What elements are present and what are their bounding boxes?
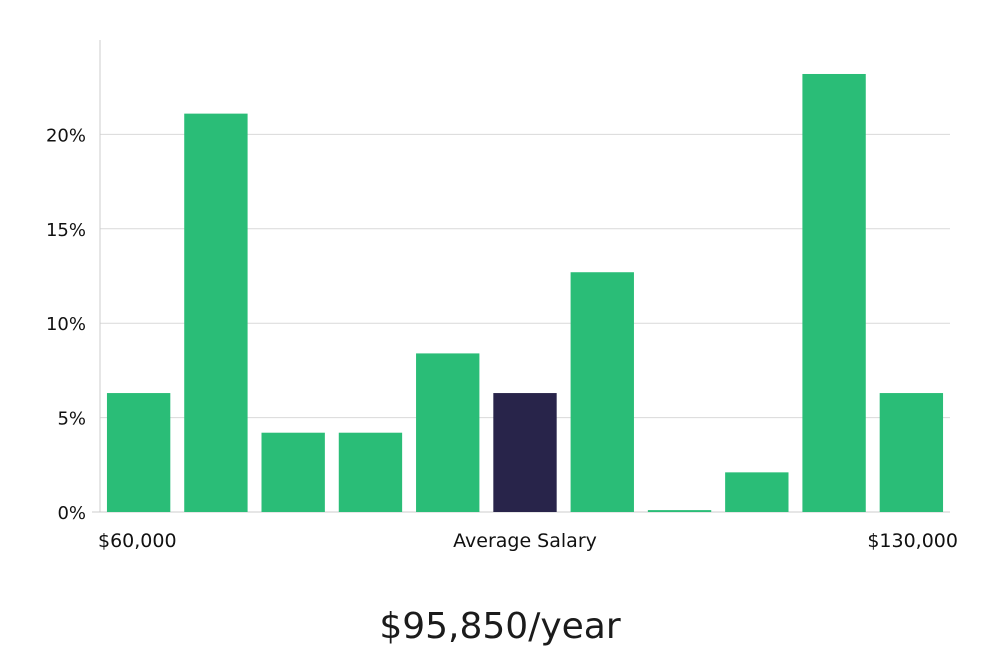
- bar: [802, 73, 866, 512]
- bar: [106, 393, 171, 512]
- bar: [725, 472, 789, 512]
- x-end-label: $130,000: [867, 530, 958, 552]
- bar: [184, 113, 248, 513]
- x-axis-title: Average Salary: [453, 530, 597, 552]
- y-tick-label: 5%: [57, 409, 86, 430]
- bar: [570, 272, 634, 512]
- y-tick-labels: 0% 5% 10% 15% 20%: [46, 125, 86, 524]
- average-salary-value: $95,850/year: [379, 606, 621, 647]
- bar: [647, 510, 712, 512]
- x-start-label: $60,000: [98, 530, 177, 552]
- bar: [338, 432, 403, 512]
- y-tick-label: 20%: [46, 125, 86, 146]
- y-tick-label: 15%: [46, 220, 86, 241]
- y-tick-label: 0%: [57, 503, 86, 524]
- y-tick-label: 10%: [46, 314, 86, 335]
- bar: [879, 393, 944, 512]
- bars: [106, 73, 944, 513]
- bar: [261, 432, 325, 512]
- salary-distribution-chart: 0% 5% 10% 15% 20% $60,000 Average Salary $13…: [46, 40, 958, 552]
- bar: [416, 353, 480, 512]
- bar-highlighted: [493, 393, 557, 512]
